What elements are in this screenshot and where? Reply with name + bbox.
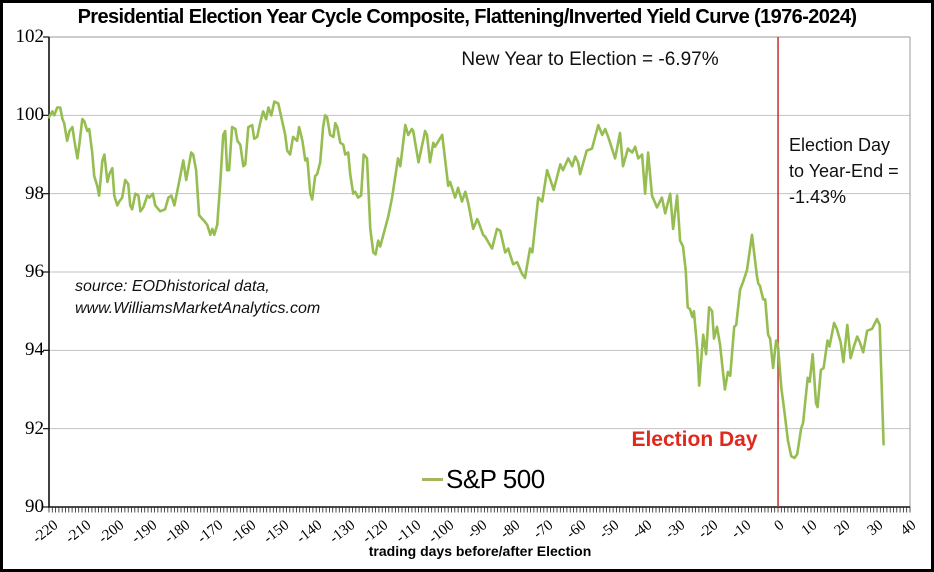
annotation-line-2: to Year-End = (789, 161, 899, 181)
annotation-new-year-to-election: New Year to Election = -6.97% (461, 49, 719, 70)
y-tick-label-94: 94 (25, 339, 44, 361)
y-tick-label-100: 100 (15, 104, 45, 126)
source-line-1: source: EODhistorical data, (75, 278, 270, 295)
y-tick-label-90: 90 (25, 496, 44, 517)
annotation-election-to-year-end: Election Day to Year-End = -1.43% (789, 132, 924, 210)
annotation-line-3: -1.43% (789, 187, 847, 207)
source-line-2: www.WilliamsMarketAnalytics.com (75, 300, 321, 317)
annotation-line-1: Election Day (789, 135, 891, 155)
chart-title: Presidential Election Year Cycle Composi… (77, 6, 857, 28)
y-tick-label-98: 98 (25, 182, 44, 204)
y-tick-label-102: 102 (15, 26, 45, 47)
y-tick-label-96: 96 (25, 261, 44, 282)
legend: S&P 500 (422, 464, 545, 494)
x-axis-title: trading days before/after Election (368, 543, 592, 559)
x-axis-minor-ticks (48, 507, 911, 513)
legend-line-swatch (422, 477, 443, 481)
source-attribution: source: EODhistorical data, www.Williams… (75, 276, 375, 320)
election-day-label: Election Day (631, 428, 758, 451)
legend-series-label: S&P 500 (446, 463, 545, 494)
y-tick-label-92: 92 (25, 417, 44, 439)
sp500-series-line (47, 100, 885, 460)
